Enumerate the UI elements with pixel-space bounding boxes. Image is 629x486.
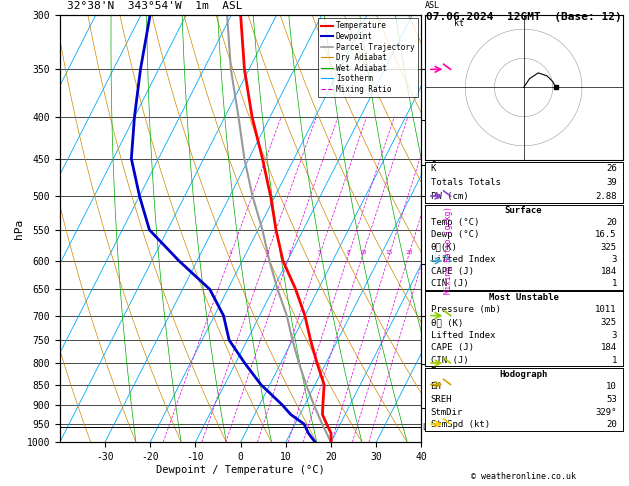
Text: 1011: 1011 (595, 305, 617, 314)
Text: θᴇ (K): θᴇ (K) (430, 318, 463, 327)
Text: Dewp (°C): Dewp (°C) (430, 230, 479, 240)
Text: 26: 26 (606, 164, 617, 173)
Text: StmSpd (kt): StmSpd (kt) (430, 420, 489, 429)
Text: 10: 10 (359, 250, 367, 255)
Text: 1: 1 (229, 250, 233, 255)
Text: © weatheronline.co.uk: © weatheronline.co.uk (471, 472, 576, 481)
Text: 3: 3 (611, 330, 617, 340)
Text: 325: 325 (601, 243, 617, 252)
Text: K: K (430, 164, 436, 173)
Text: Surface: Surface (505, 206, 542, 215)
Text: CIN (J): CIN (J) (430, 279, 468, 288)
Text: Most Unstable: Most Unstable (489, 293, 559, 302)
Y-axis label: hPa: hPa (14, 218, 24, 239)
Text: 16.5: 16.5 (595, 230, 617, 240)
Text: 184: 184 (601, 343, 617, 352)
Text: 07.06.2024  12GMT  (Base: 12): 07.06.2024 12GMT (Base: 12) (426, 12, 621, 22)
Text: θᴇ(K): θᴇ(K) (430, 243, 457, 252)
Text: 2.88: 2.88 (595, 192, 617, 201)
Text: SREH: SREH (430, 395, 452, 404)
Text: 15: 15 (386, 250, 393, 255)
Text: CAPE (J): CAPE (J) (430, 267, 474, 276)
Text: 53: 53 (606, 395, 617, 404)
Text: 329°: 329° (595, 408, 617, 417)
Text: 3: 3 (288, 250, 292, 255)
Text: 32°38'N  343°54'W  1m  ASL: 32°38'N 343°54'W 1m ASL (67, 1, 243, 11)
Text: 325: 325 (601, 318, 617, 327)
Text: EH: EH (430, 382, 442, 391)
Text: 39: 39 (606, 178, 617, 187)
Text: Temp (°C): Temp (°C) (430, 218, 479, 227)
Text: Lifted Index: Lifted Index (430, 330, 495, 340)
Text: 1: 1 (611, 356, 617, 364)
Text: StmDir: StmDir (430, 408, 463, 417)
Text: PW (cm): PW (cm) (430, 192, 468, 201)
Text: Mixing Ratio (g/kg): Mixing Ratio (g/kg) (444, 206, 453, 294)
Text: km
ASL: km ASL (425, 0, 440, 10)
Text: 1: 1 (611, 279, 617, 288)
Text: LCL: LCL (422, 422, 436, 432)
Text: 5: 5 (318, 250, 321, 255)
Text: 10: 10 (606, 382, 617, 391)
Text: 20: 20 (606, 420, 617, 429)
Text: Totals Totals: Totals Totals (430, 178, 501, 187)
Text: 8: 8 (347, 250, 350, 255)
Text: 20: 20 (405, 250, 413, 255)
Text: CIN (J): CIN (J) (430, 356, 468, 364)
Text: Hodograph: Hodograph (499, 370, 548, 379)
Text: 184: 184 (601, 267, 617, 276)
Legend: Temperature, Dewpoint, Parcel Trajectory, Dry Adiabat, Wet Adiabat, Isotherm, Mi: Temperature, Dewpoint, Parcel Trajectory… (318, 18, 418, 97)
Text: Pressure (mb): Pressure (mb) (430, 305, 501, 314)
Text: 25: 25 (421, 250, 428, 255)
Text: 20: 20 (606, 218, 617, 227)
Text: Lifted Index: Lifted Index (430, 255, 495, 264)
Text: kt: kt (454, 19, 464, 28)
Text: 3: 3 (611, 255, 617, 264)
Text: CAPE (J): CAPE (J) (430, 343, 474, 352)
X-axis label: Dewpoint / Temperature (°C): Dewpoint / Temperature (°C) (156, 465, 325, 475)
Text: 2: 2 (265, 250, 269, 255)
